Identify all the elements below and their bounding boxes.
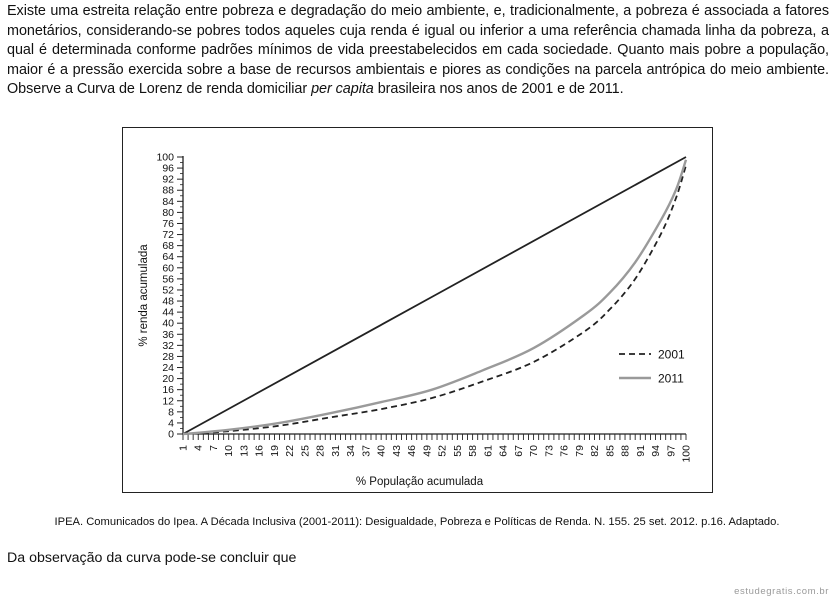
intro-italic: per capita	[311, 81, 374, 98]
y-tick-label: 40	[162, 318, 174, 330]
y-tick-label: 28	[162, 351, 174, 363]
x-tick-label: 43	[391, 445, 403, 457]
y-tick-label: 16	[162, 384, 174, 396]
series-line-2001	[182, 165, 687, 435]
x-tick-label: 70	[528, 445, 540, 457]
y-tick-label: 52	[162, 284, 174, 296]
x-tick-label: 73	[543, 445, 555, 457]
y-tick-label: 84	[162, 196, 174, 208]
x-tick-label: 1	[178, 445, 190, 451]
y-tick-label: 8	[168, 406, 174, 418]
y-tick-label: 100	[156, 152, 174, 164]
y-tick-label: 60	[162, 262, 174, 274]
watermark: estudegratis.com.br	[734, 586, 829, 597]
x-tick-label: 61	[482, 445, 494, 457]
x-tick-label: 31	[330, 445, 342, 457]
y-tick-label: 64	[162, 251, 174, 263]
y-tick-label: 36	[162, 329, 174, 341]
y-tick-label: 44	[162, 307, 174, 319]
x-tick-label: 28	[315, 445, 327, 457]
x-tick-label: 85	[604, 445, 616, 457]
x-tick-label: 37	[360, 445, 372, 457]
y-tick-label: 68	[162, 240, 174, 252]
x-tick-label: 7	[208, 445, 220, 451]
x-tick-label: 100	[681, 445, 693, 463]
y-tick-label: 0	[168, 429, 174, 441]
question-text: Da observação da curva pode-se concluir …	[7, 550, 297, 566]
intro-paragraph: Existe uma estreita relação entre pobrez…	[7, 2, 829, 100]
x-tick-label: 19	[269, 445, 281, 457]
x-tick-label: 4	[193, 445, 205, 451]
x-tick-label: 91	[635, 445, 647, 457]
y-tick-label: 48	[162, 296, 174, 308]
legend-label-2011: 2011	[658, 372, 684, 386]
legend-label-2001: 2001	[658, 348, 685, 362]
x-tick-label: 49	[421, 445, 433, 457]
x-tick-label: 88	[620, 445, 632, 457]
series-line-2011	[182, 159, 688, 436]
y-tick-label: 12	[162, 395, 174, 407]
y-tick-label: 88	[162, 185, 174, 197]
source-citation: IPEA. Comunicados do Ipea. A Década Incl…	[54, 516, 780, 528]
x-axis-label: % População acumulada	[356, 476, 484, 488]
y-axis-label: % renda acumulada	[138, 244, 150, 347]
x-tick-label: 46	[406, 445, 418, 457]
x-tick-label: 55	[452, 445, 464, 457]
y-tick-label: 4	[168, 417, 174, 429]
x-tick-label: 16	[254, 445, 266, 457]
y-tick-label: 32	[162, 340, 174, 352]
intro-text: Existe uma estreita relação entre pobrez…	[7, 3, 829, 98]
x-tick-label: 52	[437, 445, 449, 457]
y-tick-label: 96	[162, 163, 174, 175]
x-tick-label: 67	[513, 445, 525, 457]
y-tick-label: 56	[162, 273, 174, 285]
x-tick-label: 79	[574, 445, 586, 457]
x-tick-label: 82	[589, 445, 601, 457]
x-tick-label: 40	[376, 445, 388, 457]
x-tick-label: 22	[284, 445, 296, 457]
y-tick-label: 20	[162, 373, 174, 385]
y-tick-label: 76	[162, 218, 174, 230]
x-tick-label: 10	[223, 445, 235, 457]
y-tick-label: 80	[162, 207, 174, 219]
x-tick-label: 25	[299, 445, 311, 457]
x-tick-label: 97	[665, 445, 677, 457]
x-tick-label: 34	[345, 445, 357, 457]
intro-text-end: brasileira nos anos de 2001 e de 2011.	[373, 81, 624, 98]
y-tick-label: 92	[162, 174, 174, 186]
equality-line	[182, 156, 687, 435]
y-tick-label: 24	[162, 362, 174, 374]
lorenz-chart: 0 4 8 12 16 20 24 28 32 36 40 44 48 52 56 60 64 68 72 76 80 8…	[122, 127, 713, 493]
x-tick-label: 13	[238, 445, 250, 457]
x-tick-label: 58	[467, 445, 479, 457]
x-tick-label: 64	[498, 445, 510, 457]
chart-svg: 0481216202428323640444852566064687276808…	[138, 152, 693, 489]
x-tick-label: 94	[650, 445, 662, 457]
x-tick-label: 76	[559, 445, 571, 457]
y-tick-label: 72	[162, 229, 174, 241]
